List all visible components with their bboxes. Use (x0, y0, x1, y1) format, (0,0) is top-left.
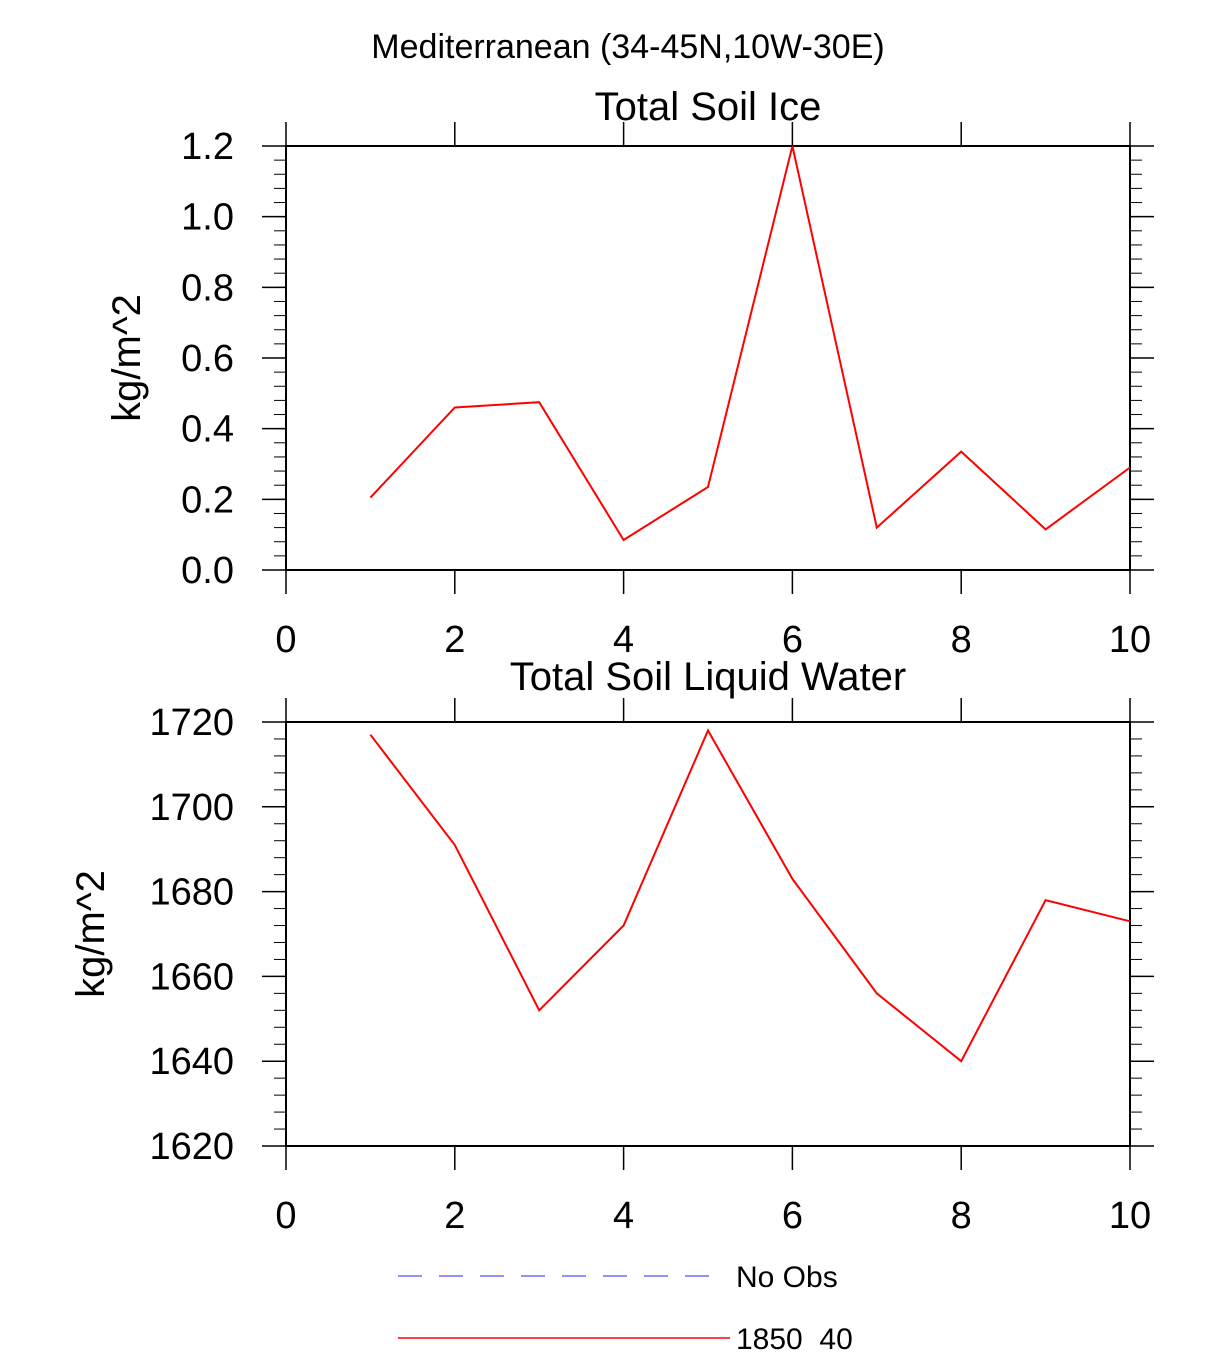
y-tick-label: 0.6 (181, 338, 234, 380)
y-tick-label: 0.4 (181, 409, 234, 451)
y-tick-label: 0.2 (181, 479, 234, 521)
y-tick-label: 0.8 (181, 267, 234, 309)
chart-title: Total Soil Liquid Water (510, 655, 906, 699)
chart-panels: Total Soil Ice kg/m^2 0.0 0.2 0.4 0.6 0.8 1.0 1.… (69, 85, 1154, 1237)
y-tick-label: 1620 (149, 1126, 234, 1168)
y-tick-label: 1720 (149, 702, 234, 744)
y-tick-label: 1680 (149, 872, 234, 914)
y-tick-label: 1660 (149, 956, 234, 998)
y-tick-label: 1640 (149, 1041, 234, 1083)
series-line (369, 728, 1131, 1063)
legend-item: No Obs (398, 1261, 838, 1294)
x-tick-label: 8 (951, 619, 972, 661)
chart-panel-2: Total Soil Liquid Water kg/m^2 1620 1640 166… (69, 655, 1154, 1237)
x-tick-label: 0 (275, 1195, 296, 1237)
x-tick-label: 0 (275, 619, 296, 661)
x-tick-label: 10 (1109, 619, 1151, 661)
x-tick-label: 2 (444, 619, 465, 661)
y-tick-label: 1.0 (181, 197, 234, 239)
x-tick-label: 10 (1109, 1195, 1151, 1237)
x-tick-label: 6 (782, 1195, 803, 1237)
x-tick-label: 4 (613, 1195, 634, 1237)
x-tick-label: 4 (613, 619, 634, 661)
x-tick-label: 6 (782, 619, 803, 661)
series-line (369, 145, 1131, 542)
y-axis-label: kg/m^2 (105, 294, 149, 422)
legend: No Obs 1850_40 (398, 1261, 853, 1352)
y-tick-label: 1700 (149, 787, 234, 829)
chart-title: Total Soil Ice (595, 85, 822, 129)
y-tick-label: 0.0 (181, 550, 234, 592)
plot-frame (285, 721, 1131, 1147)
figure-title: Mediterranean (34-45N,10W-30E) (371, 28, 884, 66)
y-tick-label: 1.2 (181, 126, 234, 168)
legend-item: 1850_40 (398, 1323, 853, 1352)
legend-label: 1850_40 (736, 1323, 853, 1352)
plot-frame (285, 145, 1131, 571)
y-axis-label: kg/m^2 (69, 870, 113, 998)
x-tick-label: 8 (951, 1195, 972, 1237)
x-tick-label: 2 (444, 1195, 465, 1237)
legend-label: No Obs (736, 1261, 838, 1294)
chart-panel-1: Total Soil Ice kg/m^2 0.0 0.2 0.4 0.6 0.8 1.0 1.… (105, 85, 1154, 661)
